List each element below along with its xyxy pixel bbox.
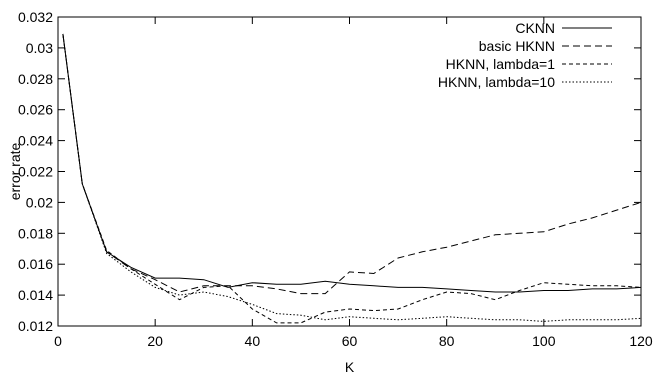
y-tick-label: 0.018 <box>18 225 53 241</box>
y-tick-label: 0.03 <box>26 40 53 56</box>
series-lines <box>62 33 642 324</box>
legend-label: CKNN <box>515 20 555 36</box>
x-axis-label: K <box>345 359 355 375</box>
legend-label: HKNN, lambda=1 <box>446 56 556 72</box>
y-tick-label: 0.022 <box>18 164 53 180</box>
y-tick-label: 0.02 <box>26 194 53 210</box>
x-tick-label: 0 <box>54 333 62 349</box>
series-line-hknn-lambda-1 <box>62 33 642 324</box>
x-tick-label: 60 <box>342 333 358 349</box>
y-axis-ticks: 0.012 0.014 0.016 0.018 0.02 0.022 0.024 0.026 0… <box>18 9 641 334</box>
x-tick-label: 120 <box>629 333 653 349</box>
x-tick-label: 100 <box>532 333 556 349</box>
x-axis-ticks: 0 20 40 60 80 100 120 <box>54 17 653 349</box>
y-tick-label: 0.032 <box>18 9 53 25</box>
series-line-hknn-lambda-10 <box>62 33 642 322</box>
x-tick-label: 80 <box>439 333 455 349</box>
y-tick-label: 0.016 <box>18 256 53 272</box>
series-line-basic-hknn <box>62 33 642 295</box>
y-tick-label: 0.024 <box>18 133 53 149</box>
legend: CKNN basic HKNN HKNN, lambda=1 HKNN, lambda… <box>438 20 612 90</box>
y-tick-label: 0.014 <box>18 287 53 303</box>
x-tick-label: 40 <box>245 333 261 349</box>
series-line-cknn <box>62 33 642 293</box>
y-axis-label: error rate <box>7 143 23 201</box>
y-tick-label: 0.026 <box>18 102 53 118</box>
x-tick-label: 20 <box>147 333 163 349</box>
y-tick-label: 0.012 <box>18 318 53 334</box>
legend-label: basic HKNN <box>479 38 555 54</box>
legend-label: HKNN, lambda=10 <box>438 74 555 90</box>
y-tick-label: 0.028 <box>18 71 53 87</box>
plot-frame <box>57 16 642 327</box>
